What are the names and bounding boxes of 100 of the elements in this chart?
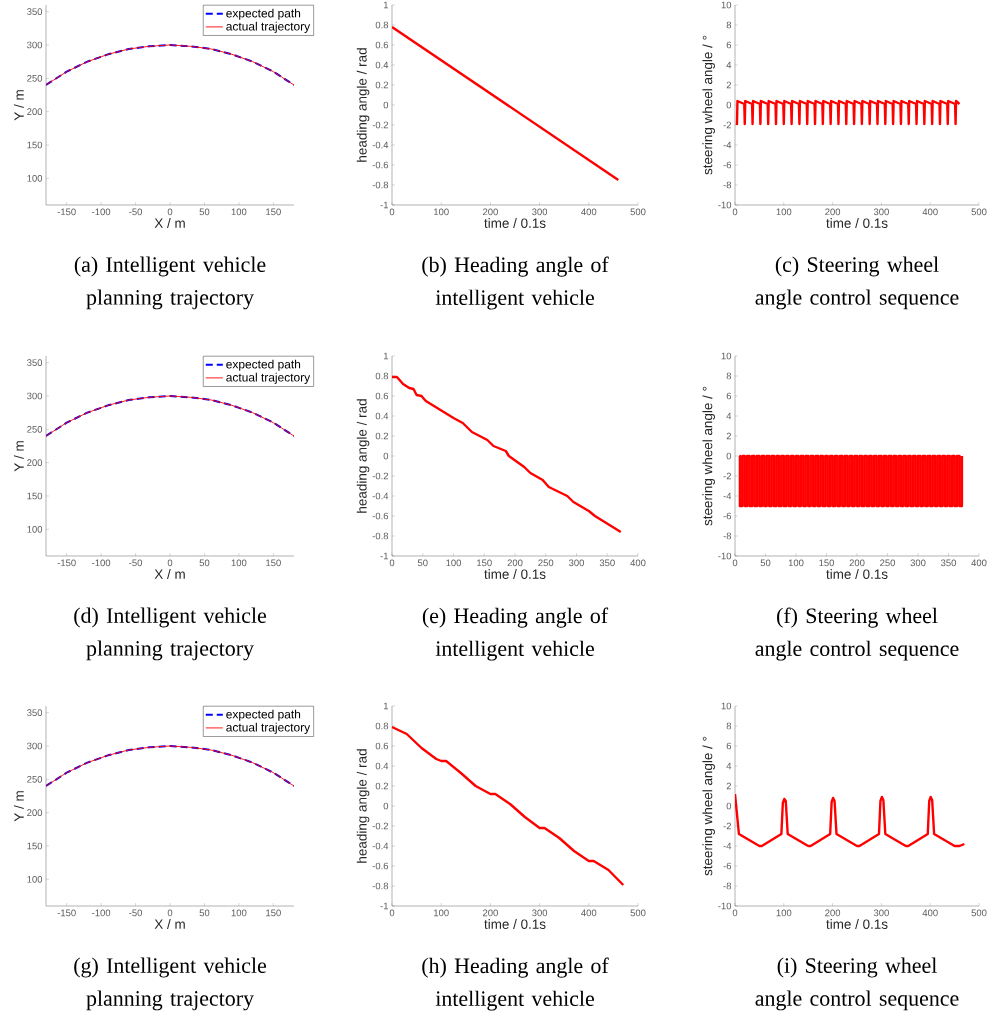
y-tick-label: -1 (380, 902, 389, 910)
x-tick-label: 500 (971, 909, 987, 917)
y-tick-label: -4 (723, 842, 732, 850)
x-tick-label: 100 (434, 909, 449, 917)
x-tick-label: -150 (57, 909, 76, 917)
x-axis-title: X / m (154, 569, 185, 579)
text: (a) Intelligent vehicle planning trajectory (74, 256, 266, 310)
text: (d) Intelligent vehicle planning trajectory (74, 607, 267, 661)
x-tick-label: 100 (788, 559, 804, 567)
legend-label: expected path (226, 359, 301, 371)
x-tick-label: -100 (92, 208, 111, 216)
y-tick-label: -2 (723, 121, 732, 129)
legend-label: actual trajectory (226, 372, 311, 384)
y-tick-label: 0 (383, 101, 389, 109)
x-axis-title: time / 0.1s (826, 919, 888, 929)
x-tick-label: 200 (482, 909, 498, 917)
y-tick-label: 0.8 (375, 722, 389, 730)
y-tick-label: 0.8 (375, 21, 389, 29)
y-axis-title: heading angle / rad (356, 48, 370, 162)
y-tick-label: 250 (27, 775, 43, 783)
y-tick-label: 250 (27, 74, 43, 82)
y-tick-label: 350 (27, 8, 43, 16)
y-tick-label: -0.4 (372, 141, 389, 149)
x-axis-title: time / 0.1s (826, 218, 888, 228)
y-tick-label: 300 (27, 41, 43, 49)
y-axis-title: heading angle / rad (356, 749, 370, 863)
y-tick-label: 0 (383, 802, 389, 810)
y-tick-label: 300 (27, 392, 43, 400)
y-tick-label: 200 (27, 809, 43, 817)
y-tick-label: 1 (383, 702, 389, 710)
y-tick-label: 0 (726, 452, 732, 460)
y-tick-label: 2 (726, 782, 732, 790)
x-tick-label: 400 (581, 208, 597, 216)
x-tick-label: 100 (446, 559, 462, 567)
x-tick-label: 0 (167, 208, 173, 216)
text: (c) Steering wheel angle control sequence (755, 256, 959, 310)
y-tick-label: 6 (726, 41, 732, 49)
y-tick-label: 0.2 (375, 782, 389, 790)
x-tick-label: 500 (971, 208, 987, 216)
y-tick-label: 150 (27, 842, 43, 850)
y-tick-label: -8 (723, 882, 732, 890)
y-tick-label: 150 (27, 141, 43, 149)
x-tick-label: 400 (971, 559, 987, 567)
x-tick-label: 0 (389, 909, 395, 917)
y-tick-label: -1 (380, 201, 389, 209)
y-axis-title: Y / m (13, 791, 24, 822)
legend-label: actual trajectory (226, 21, 311, 33)
x-tick-label: 400 (581, 909, 597, 917)
x-tick-label: -50 (129, 208, 143, 216)
y-tick-label: 6 (726, 742, 732, 750)
text: (e) Heading angle of intelligent vehicle (422, 607, 609, 661)
y-tick-label: 10 (721, 352, 732, 360)
y-tick-label: 8 (726, 722, 732, 730)
x-tick-label: 50 (760, 559, 771, 567)
x-tick-label: 100 (231, 559, 247, 567)
y-tick-label: -2 (723, 822, 732, 830)
y-tick-label: 0.8 (375, 372, 389, 380)
y-tick-label: 0.4 (375, 412, 389, 420)
x-tick-label: 350 (599, 559, 615, 567)
y-tick-label: -4 (723, 141, 732, 149)
x-axis-title: time / 0.1s (826, 569, 888, 579)
x-tick-label: 400 (922, 208, 938, 216)
y-tick-label: -2 (723, 472, 732, 480)
y-tick-label: -6 (723, 512, 732, 520)
y-tick-label: -0.2 (372, 121, 389, 129)
y-tick-label: 0 (383, 452, 389, 460)
x-tick-label: 300 (568, 559, 585, 567)
y-tick-label: 0.2 (375, 81, 389, 89)
line-series (46, 395, 294, 437)
y-tick-label: 100 (27, 875, 43, 883)
y-tick-label: 8 (726, 372, 732, 380)
x-tick-label: 100 (231, 909, 247, 917)
x-tick-label: 0 (732, 909, 738, 917)
text: (f) Steering wheel angle control sequence (755, 607, 959, 661)
y-tick-label: 0 (726, 101, 732, 109)
y-tick-label: 10 (721, 1, 732, 9)
y-axis-title: steering wheel angle / ° (702, 386, 715, 526)
y-tick-label: -0.4 (372, 492, 389, 500)
y-tick-label: -0.6 (372, 161, 389, 169)
x-tick-label: 100 (231, 208, 247, 216)
y-axis-title: heading angle / rad (356, 399, 370, 513)
x-tick-label: 150 (819, 559, 835, 567)
x-axis-title: X / m (154, 919, 185, 929)
y-tick-label: 0 (726, 802, 732, 810)
y-tick-label: 6 (726, 392, 732, 400)
y-tick-label: 150 (27, 492, 43, 500)
y-tick-label: -10 (718, 902, 732, 910)
x-tick-label: 150 (266, 559, 281, 567)
y-tick-label: 10 (721, 702, 732, 710)
text: (i) Steering wheel angle control sequence (755, 957, 959, 1011)
y-tick-label: -6 (723, 862, 732, 870)
y-tick-label: 350 (27, 709, 43, 717)
x-tick-label: 200 (849, 559, 865, 567)
x-tick-label: 500 (630, 909, 646, 917)
y-tick-label: 200 (27, 459, 43, 467)
y-tick-label: 100 (27, 525, 43, 533)
y-tick-label: 0.4 (375, 61, 389, 69)
x-tick-label: 500 (630, 208, 646, 216)
x-tick-label: 0 (167, 909, 173, 917)
line-series (46, 745, 294, 787)
